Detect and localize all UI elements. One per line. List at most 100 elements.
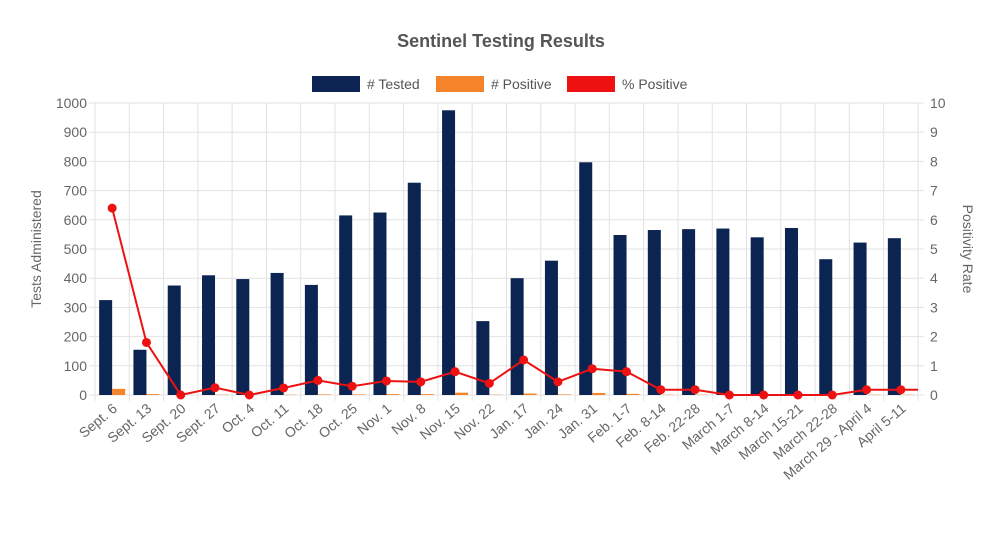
bar-positive[interactable] (523, 393, 537, 395)
y2-axis-title: Positivity Rate (960, 205, 976, 294)
y-tick-label: 400 (64, 270, 88, 286)
bar-tested[interactable] (579, 162, 593, 395)
point-pct-positive[interactable] (279, 383, 289, 393)
y-tick-label: 100 (64, 358, 88, 374)
bar-tested[interactable] (99, 300, 113, 395)
y2-tick-label: 4 (930, 270, 938, 286)
y2-tick-label: 1 (930, 358, 938, 374)
bar-tested[interactable] (784, 227, 798, 395)
y2-tick-label: 8 (930, 153, 938, 169)
y-tick-label: 300 (64, 299, 88, 315)
y2-tick-label: 5 (930, 241, 938, 257)
bar-tested[interactable] (887, 238, 901, 395)
bar-tested[interactable] (373, 212, 387, 396)
y2-tick-label: 7 (930, 183, 938, 199)
x-tick-label: Oct. 25 (315, 400, 360, 441)
legend-swatch-tested (312, 76, 360, 92)
point-pct-positive[interactable] (416, 377, 426, 387)
point-pct-positive[interactable] (381, 376, 391, 386)
bar-positive[interactable] (455, 392, 469, 395)
point-pct-positive[interactable] (176, 390, 186, 400)
bar-positive[interactable] (557, 394, 571, 395)
y-tick-label: 200 (64, 329, 88, 345)
bar-positive[interactable] (592, 392, 606, 395)
y-tick-label: 700 (64, 183, 88, 199)
bar-positive[interactable] (420, 394, 434, 395)
bar-tested[interactable] (544, 260, 558, 395)
bar-tested[interactable] (442, 110, 456, 396)
point-pct-positive[interactable] (656, 385, 666, 395)
x-tick-label: Nov. 1 (354, 400, 395, 438)
point-pct-positive[interactable] (484, 378, 494, 388)
point-pct-positive[interactable] (450, 367, 460, 377)
y-tick-label: 1000 (56, 95, 87, 111)
bar-tested[interactable] (819, 259, 833, 395)
point-pct-positive[interactable] (313, 375, 323, 385)
point-pct-positive[interactable] (210, 383, 220, 393)
bar-tested[interactable] (647, 230, 661, 395)
y2-tick-label: 0 (930, 387, 938, 403)
chart-title: Sentinel Testing Results (397, 31, 605, 51)
bar-tested[interactable] (853, 242, 867, 395)
y-tick-label: 500 (64, 241, 88, 257)
positivity-line (107, 203, 918, 400)
point-pct-positive[interactable] (827, 390, 837, 400)
bar-tested[interactable] (682, 229, 696, 395)
bar-tested[interactable] (476, 321, 490, 395)
bar-tested[interactable] (270, 272, 284, 395)
point-pct-positive[interactable] (724, 390, 734, 400)
bar-tested[interactable] (133, 349, 147, 395)
point-pct-positive[interactable] (759, 390, 769, 400)
point-pct-positive[interactable] (553, 377, 563, 387)
bar-tested[interactable] (167, 285, 181, 396)
bar-positive[interactable] (386, 394, 400, 395)
legend: # Tested # Positive % Positive (312, 76, 688, 92)
bars (99, 110, 914, 396)
bar-tested[interactable] (339, 215, 353, 395)
y-tick-label: 800 (64, 153, 88, 169)
y2-tick-label: 6 (930, 212, 938, 228)
bar-tested[interactable] (202, 275, 216, 395)
legend-label-pct-positive: % Positive (622, 76, 688, 92)
bar-positive[interactable] (317, 394, 331, 395)
point-pct-positive[interactable] (622, 367, 632, 377)
y-tick-label: 0 (79, 387, 87, 403)
point-pct-positive[interactable] (587, 364, 597, 374)
point-pct-positive[interactable] (793, 390, 803, 400)
bar-tested[interactable] (510, 278, 524, 395)
gridlines (89, 102, 924, 401)
bar-tested[interactable] (236, 279, 250, 395)
bar-tested[interactable] (613, 234, 627, 395)
legend-item-positive[interactable]: # Positive (436, 76, 552, 92)
point-pct-positive[interactable] (244, 390, 254, 400)
y2-tick-label: 3 (930, 299, 938, 315)
bar-tested[interactable] (304, 284, 318, 395)
legend-label-tested: # Tested (367, 76, 420, 92)
point-pct-positive[interactable] (347, 381, 357, 391)
bar-positive[interactable] (146, 394, 160, 395)
point-pct-positive[interactable] (896, 385, 906, 395)
point-pct-positive[interactable] (141, 337, 151, 347)
y-tick-label: 900 (64, 124, 88, 140)
legend-swatch-positive (436, 76, 484, 92)
y2-tick-label: 9 (930, 124, 938, 140)
point-pct-positive[interactable] (690, 385, 700, 395)
bar-tested[interactable] (750, 237, 764, 395)
point-pct-positive[interactable] (862, 385, 872, 395)
bar-positive[interactable] (352, 394, 366, 395)
bar-positive[interactable] (112, 388, 126, 395)
legend-item-tested[interactable]: # Tested (312, 76, 420, 92)
y2-axis-ticks: 0 1 2 3 4 5 6 7 8 9 10 (930, 95, 946, 403)
point-pct-positive[interactable] (519, 355, 529, 365)
point-pct-positive[interactable] (107, 203, 117, 213)
y2-tick-label: 10 (930, 95, 946, 111)
legend-label-positive: # Positive (491, 76, 552, 92)
y-axis-title: Tests Administered (28, 190, 44, 308)
bar-tested[interactable] (716, 228, 730, 395)
bar-positive[interactable] (626, 393, 640, 395)
bar-tested[interactable] (407, 182, 421, 395)
y-tick-label: 600 (64, 212, 88, 228)
legend-item-pct-positive[interactable]: % Positive (567, 76, 688, 92)
